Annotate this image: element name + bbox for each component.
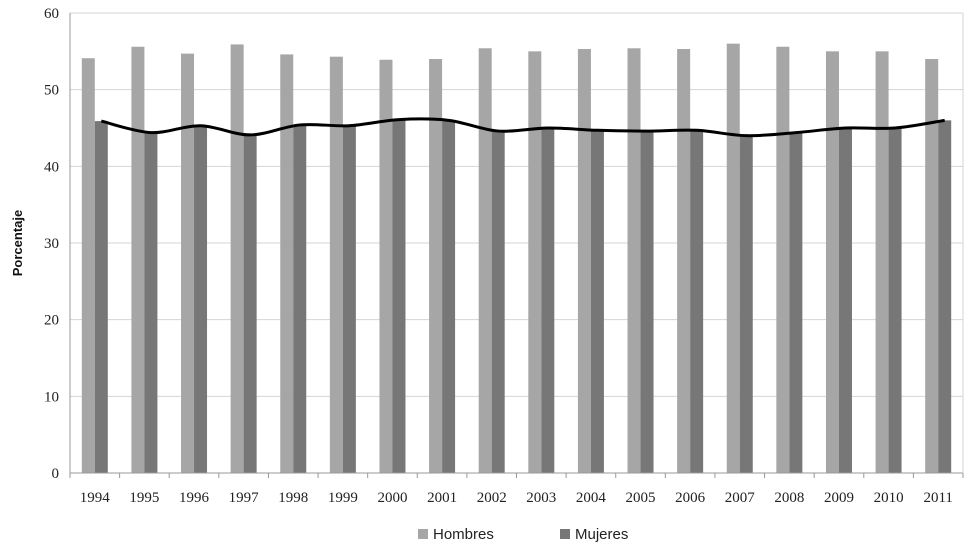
- bar-mujeres-2009: [838, 128, 852, 473]
- y-axis-label: Porcentaje: [10, 210, 25, 276]
- bar-mujeres-2000: [392, 119, 406, 474]
- x-tick-label: 2005: [626, 490, 656, 506]
- legend-label-hombres: Hombres: [433, 526, 494, 543]
- legend-label-mujeres: Mujeres: [575, 526, 628, 543]
- bar-mujeres-2011: [938, 120, 952, 473]
- x-tick-label: 2000: [377, 490, 407, 506]
- y-tick-label: 40: [44, 159, 59, 175]
- bar-mujeres-2006: [690, 130, 704, 474]
- x-tick-label: 2008: [774, 490, 804, 506]
- legend-swatch-hombres: [418, 529, 428, 539]
- bar-mujeres-1998: [293, 124, 307, 473]
- trend-line: [100, 117, 945, 138]
- bar-hombres-2008: [776, 46, 790, 473]
- x-tick-label: 1999: [328, 490, 358, 506]
- bar-hombres-1999: [329, 56, 343, 473]
- bar-mujeres-1997: [243, 134, 257, 473]
- trend-line-group: [100, 117, 945, 138]
- x-tick-label: 2003: [526, 490, 556, 506]
- x-tick-label: 1998: [278, 490, 308, 506]
- x-tick-label: 1997: [229, 490, 260, 506]
- bar-hombres-2002: [478, 48, 492, 474]
- bar-hombres-2001: [429, 59, 443, 473]
- bar-hombres-2010: [875, 51, 889, 473]
- legend: Hombres Mujeres: [418, 526, 628, 543]
- x-tick-label: 1994: [80, 490, 111, 506]
- y-tick-label: 50: [44, 83, 59, 99]
- bar-mujeres-1995: [144, 132, 158, 473]
- bar-mujeres-2007: [739, 135, 753, 473]
- bar-hombres-2004: [577, 49, 591, 474]
- bar-hombres-1997: [230, 44, 244, 473]
- bar-mujeres-2010: [888, 128, 902, 473]
- bar-hombres-2003: [528, 51, 542, 473]
- bar-mujeres-2002: [491, 131, 505, 474]
- x-tick-label: 1996: [179, 490, 210, 506]
- bar-hombres-2011: [925, 59, 939, 473]
- x-tick-labels: 1994 1995 1996 1997 1998 1999 2000 2001 2002 2003…: [69, 473, 964, 506]
- x-tick-label: 2001: [427, 490, 457, 506]
- bar-mujeres-1996: [194, 125, 208, 473]
- bar-hombres-2000: [379, 59, 393, 474]
- x-tick-label: 1995: [129, 490, 159, 506]
- bar-mujeres-2003: [541, 128, 555, 473]
- bar-hombres-2007: [726, 43, 740, 474]
- bar-mujeres-2005: [640, 131, 654, 474]
- bar-mujeres-1999: [342, 125, 356, 473]
- bar-hombres-2005: [627, 48, 641, 474]
- bar-mujeres-2008: [789, 132, 803, 473]
- x-tick-label: 2002: [477, 490, 507, 506]
- bar-hombres-2006: [677, 49, 691, 474]
- y-tick-labels: 0 10 20 30 40 50 60: [44, 6, 59, 482]
- x-tick-label: 2004: [576, 490, 607, 506]
- bar-hombres-2009: [825, 51, 839, 473]
- x-tick-label: 2009: [824, 490, 854, 506]
- bar-hombres-1995: [131, 46, 145, 473]
- bar-hombres-1994: [81, 58, 95, 473]
- x-tick-label: 2006: [675, 490, 706, 506]
- y-tick-label: 60: [44, 6, 59, 22]
- bar-hombres-1998: [280, 54, 294, 474]
- bars: [81, 43, 952, 474]
- bar-mujeres-2001: [442, 120, 456, 473]
- bar-mujeres-1994: [94, 121, 108, 473]
- legend-swatch-mujeres: [560, 529, 570, 539]
- bar-hombres-1996: [181, 53, 195, 474]
- bar-mujeres-2004: [590, 130, 604, 474]
- gridlines: [70, 12, 963, 474]
- x-tick-label: 2010: [874, 490, 904, 506]
- y-tick-label: 20: [44, 313, 59, 329]
- x-tick-label: 2011: [923, 490, 952, 506]
- y-tick-label: 10: [44, 389, 59, 405]
- x-tick-label: 2007: [725, 490, 756, 506]
- y-tick-label: 30: [44, 236, 59, 252]
- y-tick-label: 0: [52, 466, 60, 482]
